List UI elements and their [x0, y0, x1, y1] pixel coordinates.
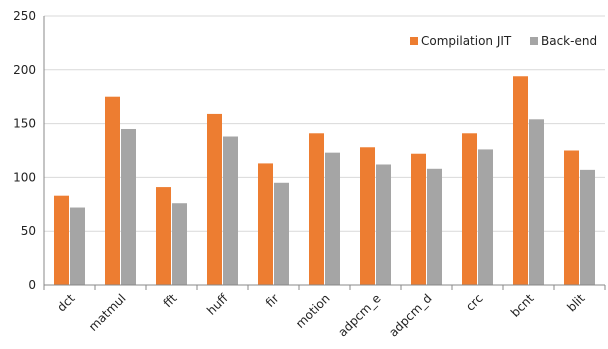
bar-back-end-crc	[478, 149, 493, 285]
legend-label-back-end: Back-end	[541, 34, 597, 48]
x-tick-label: fir	[263, 291, 282, 310]
x-tick-label: blit	[564, 291, 588, 315]
y-tick-label: 0	[28, 278, 36, 292]
x-tick-label: crc	[463, 291, 486, 314]
x-tick-label: bcnt	[508, 291, 537, 320]
y-tick-label: 200	[13, 63, 36, 77]
bar-compilation-jit-fir	[258, 163, 273, 285]
bar-back-end-adpcm-e	[376, 164, 391, 285]
legend-label-compilation-jit: Compilation JIT	[421, 34, 512, 48]
x-tick-label: huff	[204, 291, 231, 318]
legend: Compilation JIT Back-end	[410, 34, 597, 48]
bar-back-end-dct	[70, 207, 85, 285]
x-tick-label: adpcm_d	[386, 291, 434, 339]
bar-back-end-bcnt	[529, 119, 544, 286]
x-tick-label: matmul	[86, 291, 129, 334]
x-tick-label: dct	[54, 291, 77, 314]
y-tick-label: 50	[21, 224, 36, 238]
bar-compilation-jit-adpcm-e	[360, 147, 375, 285]
bar-back-end-motion	[325, 152, 340, 285]
y-tick-label: 100	[13, 170, 36, 184]
bar-back-end-blit	[580, 169, 595, 285]
y-tick-label: 150	[13, 117, 36, 131]
x-tick-label: adpcm_e	[335, 291, 383, 339]
legend-swatch-compilation-jit	[410, 37, 418, 45]
bar-compilation-jit-matmul	[105, 96, 120, 285]
bar-compilation-jit-fft	[156, 187, 171, 285]
legend-swatch-back-end	[530, 37, 538, 45]
x-tick-label: motion	[293, 291, 333, 331]
bar-compilation-jit-blit	[564, 150, 579, 285]
bars	[54, 76, 595, 286]
bar-back-end-fft	[172, 203, 187, 285]
bar-compilation-jit-bcnt	[513, 76, 528, 285]
bar-compilation-jit-dct	[54, 195, 69, 285]
bar-back-end-adpcm-d	[427, 168, 442, 285]
x-tick-label: fft	[161, 291, 180, 310]
bar-back-end-matmul	[121, 128, 136, 285]
bar-compilation-jit-motion	[309, 133, 324, 285]
bar-compilation-jit-adpcm-d	[411, 153, 426, 285]
x-axis: dct matmul fft huff fir motion adpcm_e adpcm_d c…	[43, 284, 606, 340]
bar-back-end-huff	[223, 136, 238, 285]
gridlines	[44, 15, 605, 232]
y-axis: 0 50 100 150 200 250	[13, 9, 45, 292]
bar-compilation-jit-crc	[462, 133, 477, 285]
bar-compilation-jit-huff	[207, 113, 222, 285]
y-tick-label: 250	[13, 9, 36, 23]
bar-back-end-fir	[274, 182, 289, 285]
